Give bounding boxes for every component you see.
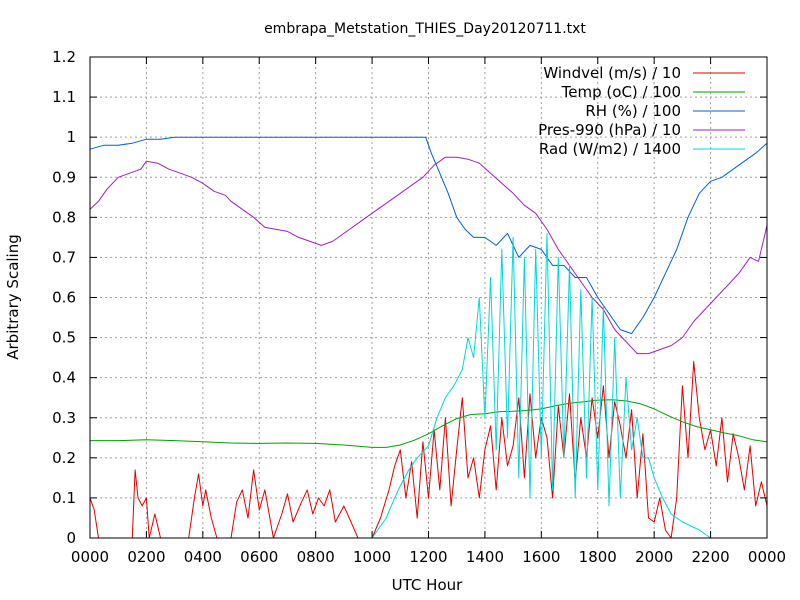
y-tick-label: 0.8: [52, 208, 76, 226]
series-line-2: [90, 399, 768, 448]
legend-label: Temp (oC) / 100: [561, 83, 681, 101]
legend-label: Rad (W/m2) / 1400: [539, 140, 681, 158]
y-tick-label: 0.2: [52, 449, 76, 467]
series-line-1: [89, 361, 768, 539]
legend-label: RH (%) / 100: [585, 102, 681, 120]
x-tick-label: 1400: [466, 548, 504, 566]
y-tick-label: 1.2: [52, 48, 76, 66]
x-tick-label: 0000: [748, 548, 786, 566]
y-tick-label: 0.1: [52, 489, 76, 507]
series-line-5: [90, 232, 767, 539]
y-tick-label: 0: [66, 529, 76, 547]
x-tick-label: 0200: [127, 548, 165, 566]
x-tick-label: 2000: [635, 548, 673, 566]
y-tick-label: 0.3: [52, 409, 76, 427]
x-tick-label: 1000: [353, 548, 391, 566]
x-tick-label: 0000: [71, 548, 109, 566]
y-axis-ticks: 0 0.1 0.2 0.3 0.4 0.5 0.6 0.7 0.8 0.9 1 1.1 1.2: [52, 48, 767, 547]
x-tick-label: 0600: [240, 548, 278, 566]
y-tick-label: 1.1: [52, 88, 76, 106]
y-tick-label: 0.7: [52, 248, 76, 266]
y-tick-label: 0.9: [52, 168, 76, 186]
y-tick-label: 1: [66, 128, 76, 146]
x-tick-label: 0800: [297, 548, 335, 566]
x-tick-label: 1200: [409, 548, 447, 566]
series-layer: [89, 136, 768, 539]
legend-label: Windvel (m/s) / 10: [543, 64, 681, 82]
legend-label: Pres-990 (hPa) / 10: [538, 121, 681, 139]
x-tick-label: 2200: [691, 548, 729, 566]
x-axis-ticks: 0000 0200 0400 0600 0800 1000 1200 1400 1600 1800…: [71, 57, 786, 566]
x-tick-label: 1800: [579, 548, 617, 566]
y-tick-label: 0.6: [52, 289, 76, 307]
x-axis-label: UTC Hour: [392, 576, 463, 594]
series-line-3: [89, 136, 768, 335]
chart-title: embrapa_Metstation_THIES_Day20120711.txt: [264, 21, 586, 37]
y-tick-label: 0.4: [52, 369, 76, 387]
series-line-4: [89, 156, 768, 355]
y-tick-label: 0.5: [52, 329, 76, 347]
x-tick-label: 0400: [184, 548, 222, 566]
x-tick-label: 1600: [522, 548, 560, 566]
y-axis-label: Arbitrary Scaling: [4, 234, 22, 360]
